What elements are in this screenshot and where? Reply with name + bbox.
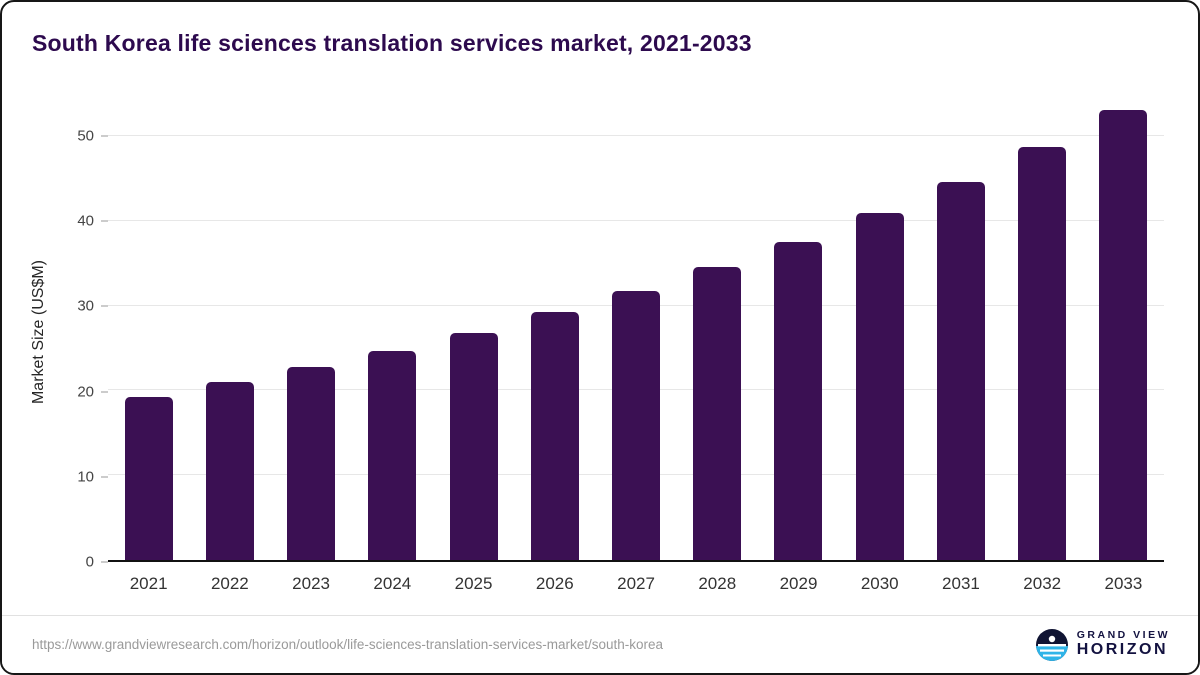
brand-lockup: GRAND VIEW HORIZON bbox=[1035, 628, 1170, 661]
x-tick-label: 2024 bbox=[373, 574, 412, 593]
bar-2026 bbox=[530, 312, 579, 560]
bar-column bbox=[595, 102, 676, 560]
y-tick-label: 40 bbox=[77, 212, 94, 230]
bar-2030 bbox=[855, 213, 904, 560]
bar-2023 bbox=[287, 367, 336, 560]
chart-title: South Korea life sciences translation se… bbox=[32, 30, 752, 56]
x-tick-label: 2027 bbox=[617, 574, 655, 593]
y-tick-label: 50 bbox=[77, 127, 94, 145]
bar-column bbox=[758, 102, 839, 560]
plot-area bbox=[108, 102, 1164, 562]
bar-2022 bbox=[205, 381, 254, 560]
bar-2031 bbox=[936, 181, 985, 560]
gridline bbox=[108, 134, 1164, 136]
x-tick-label: 2029 bbox=[779, 574, 818, 593]
bar-2033 bbox=[1099, 109, 1148, 560]
x-tick-label: 2023 bbox=[292, 574, 330, 593]
y-tick-mark bbox=[101, 561, 108, 563]
x-tick-label: 2030 bbox=[860, 574, 899, 593]
bar-2024 bbox=[368, 350, 417, 560]
bar-column bbox=[270, 102, 351, 560]
plot-column: 2021 2022 2023 2024 2025 2026 2027 2028 2029 2030… bbox=[108, 102, 1164, 602]
y-tick-mark bbox=[101, 135, 108, 137]
bar-column bbox=[108, 102, 189, 560]
x-tick-label: 2026 bbox=[535, 574, 574, 593]
bars-container bbox=[108, 102, 1164, 560]
brand-name-bottom: HORIZON bbox=[1076, 641, 1169, 659]
y-axis-title: Market Size (US$M) bbox=[30, 259, 47, 405]
bar-column bbox=[189, 102, 270, 560]
bar-column bbox=[920, 102, 1001, 560]
gridline bbox=[108, 219, 1164, 221]
y-tick-mark bbox=[101, 220, 108, 222]
y-axis-ticks: 0 10 20 30 40 50 bbox=[60, 102, 108, 571]
bar-column bbox=[1083, 102, 1164, 560]
bar-2025 bbox=[449, 332, 498, 560]
bar-2029 bbox=[774, 241, 823, 560]
bar-column bbox=[677, 102, 758, 560]
x-tick-label: 2022 bbox=[210, 574, 249, 593]
y-tick-label: 0 bbox=[85, 553, 94, 571]
brand-text: GRAND VIEW HORIZON bbox=[1077, 629, 1170, 659]
y-tick-label: 30 bbox=[77, 297, 94, 315]
x-tick-label: 2031 bbox=[942, 574, 980, 593]
x-tick-label: 2028 bbox=[698, 574, 737, 593]
y-tick-mark bbox=[101, 391, 108, 393]
footer: https://www.grandviewresearch.com/horizo… bbox=[2, 615, 1198, 673]
bar-column bbox=[352, 102, 433, 560]
bar-column bbox=[514, 102, 595, 560]
y-tick-label: 20 bbox=[77, 383, 94, 401]
source-url: https://www.grandviewresearch.com/horizo… bbox=[32, 637, 664, 652]
bar-column bbox=[433, 102, 514, 560]
x-tick-label: 2025 bbox=[454, 574, 493, 593]
x-tick-label: 2032 bbox=[1023, 574, 1062, 593]
bar-column bbox=[839, 102, 920, 560]
bar-chart: Market Size (US$M) 0 10 20 30 40 50 2021 2022 2… bbox=[30, 102, 1164, 602]
bar-2027 bbox=[612, 291, 661, 560]
bar-2021 bbox=[124, 397, 173, 560]
brand-name-top: GRAND VIEW bbox=[1076, 629, 1170, 642]
bar-column bbox=[1002, 102, 1083, 560]
y-tick-label: 10 bbox=[77, 468, 94, 486]
x-tick-label: 2033 bbox=[1104, 574, 1143, 593]
x-axis-labels: 2021 2022 2023 2024 2025 2026 2027 2028 2029 2030… bbox=[108, 574, 1164, 594]
x-tick-label: 2021 bbox=[129, 574, 168, 593]
grand-view-horizon-logo-icon bbox=[1035, 628, 1068, 661]
y-axis-title-column: Market Size (US$M) bbox=[30, 102, 60, 562]
bar-2032 bbox=[1018, 146, 1067, 560]
y-tick-mark bbox=[101, 305, 108, 307]
y-tick-mark bbox=[101, 476, 108, 478]
bar-2028 bbox=[693, 267, 742, 560]
